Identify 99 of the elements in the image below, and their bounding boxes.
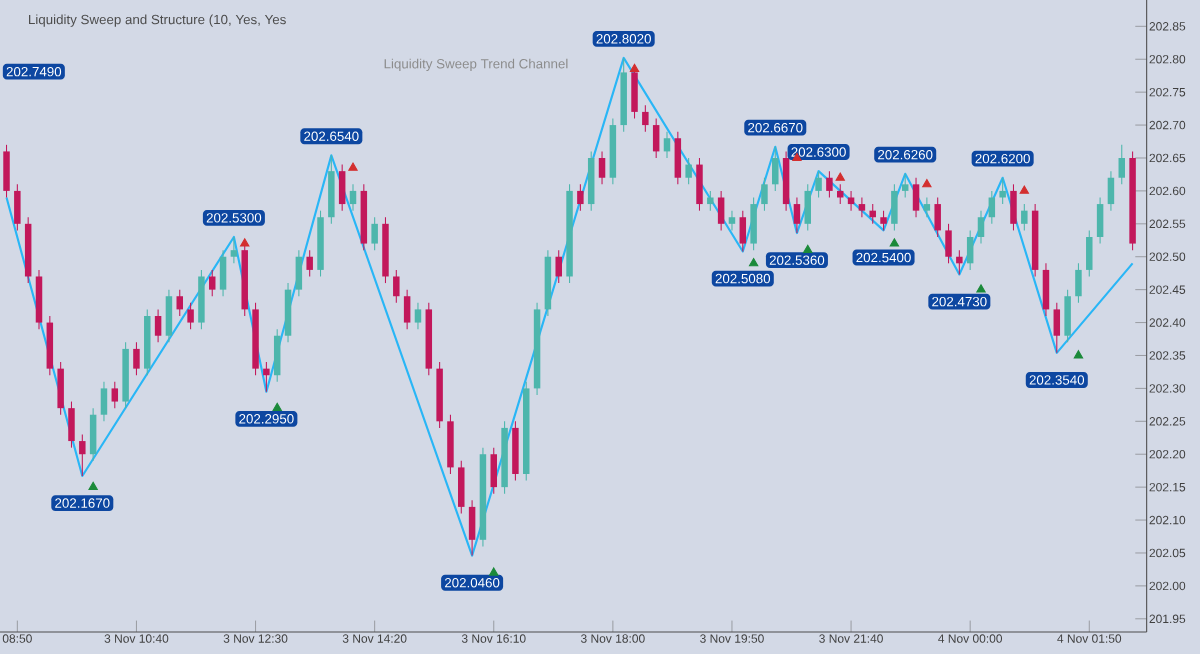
- candlestick: [1053, 302, 1061, 354]
- candlestick: [403, 289, 411, 330]
- candlestick: [1107, 170, 1115, 212]
- candlestick: [891, 183, 898, 231]
- candlestick: [750, 196, 757, 251]
- candlestick: [956, 249, 963, 276]
- candlestick: [945, 223, 952, 264]
- candlestick: [1064, 289, 1071, 343]
- candlestick: [1021, 203, 1028, 231]
- candlestick: [912, 177, 920, 218]
- candlestick: [176, 289, 184, 317]
- candlestick: [3, 144, 10, 199]
- candlestick: [468, 499, 476, 557]
- candlestick: [230, 236, 238, 264]
- candlestick: [555, 249, 562, 284]
- candlestick: [587, 150, 595, 212]
- candlestick: [154, 308, 162, 343]
- candlestick: [598, 150, 606, 185]
- candlestick: [306, 249, 313, 278]
- candlestick: [728, 210, 736, 231]
- candlestick: [295, 249, 303, 297]
- candlestick: [685, 157, 692, 185]
- point: [835, 172, 845, 181]
- candlestick: [696, 157, 703, 212]
- candlestick: [815, 170, 822, 199]
- candlestick: [652, 117, 660, 159]
- candlestick: [1096, 196, 1104, 245]
- candlestick: [999, 177, 1006, 205]
- candlestick: [869, 203, 876, 225]
- candlestick: [512, 420, 519, 482]
- candlestick: [328, 154, 335, 225]
- candlestick: [35, 269, 43, 330]
- candlestick: [858, 196, 866, 218]
- candlestick: [89, 407, 97, 462]
- candlestick: [772, 146, 779, 192]
- candlestick: [782, 150, 790, 212]
- candlestick: [847, 190, 855, 212]
- candlestick: [674, 131, 682, 185]
- candlestick: [46, 315, 54, 376]
- candlestick: [393, 269, 400, 304]
- candlestick: [826, 170, 833, 199]
- point: [88, 481, 98, 491]
- candlestick: [966, 229, 974, 271]
- candlestick: [187, 302, 194, 330]
- candlestick: [1075, 262, 1082, 304]
- candlestick: [1086, 229, 1093, 278]
- candlestick: [663, 131, 671, 159]
- point: [240, 238, 250, 247]
- candlestick: [761, 177, 768, 212]
- candlestick: [100, 381, 108, 422]
- candlestick: [338, 164, 346, 212]
- candlestick: [414, 302, 422, 330]
- line-series: [5, 56, 1134, 557]
- candlestick: [1010, 183, 1017, 231]
- candlestick: [57, 361, 64, 416]
- point: [976, 284, 986, 293]
- point: [489, 567, 499, 576]
- point: [1019, 185, 1030, 194]
- candlestick: [165, 289, 173, 343]
- candlestick: [642, 104, 649, 133]
- candlestick: [793, 196, 801, 234]
- candlestick: [880, 210, 887, 231]
- candlestick: [219, 249, 227, 297]
- candlestick: [14, 183, 21, 231]
- candlestick: [447, 414, 454, 475]
- candlestick: [717, 190, 725, 231]
- candlestick: [133, 341, 140, 376]
- candlestick: [577, 183, 584, 212]
- candlestick: [901, 173, 909, 199]
- candlestick: [988, 190, 996, 225]
- candlestick: [1118, 144, 1126, 185]
- candlestick: [923, 196, 931, 218]
- candlestick: [349, 183, 357, 212]
- candlestick: [707, 190, 714, 212]
- point: [889, 238, 900, 247]
- candlestick: [371, 216, 378, 251]
- point: [1073, 350, 1084, 359]
- candlestick: [490, 447, 497, 495]
- point: [348, 162, 358, 171]
- candlestick: [631, 65, 638, 120]
- candlestick: [79, 433, 86, 477]
- candlestick: [208, 269, 216, 297]
- candlestick: [739, 210, 747, 253]
- candlestick: [804, 183, 812, 231]
- candlestick: [198, 269, 205, 330]
- candlestick: [1042, 262, 1050, 317]
- candlestick: [263, 361, 270, 393]
- point: [922, 178, 932, 188]
- candlestick: [977, 210, 985, 245]
- point: [629, 63, 640, 73]
- point: [272, 402, 282, 412]
- candlestick: [273, 328, 281, 383]
- candlestick: [934, 196, 941, 238]
- candlestick: [284, 282, 292, 343]
- point: [748, 257, 759, 267]
- candlestick: [68, 401, 75, 449]
- candlestick: [458, 460, 465, 515]
- point: [803, 244, 813, 254]
- candlestick: [111, 381, 119, 409]
